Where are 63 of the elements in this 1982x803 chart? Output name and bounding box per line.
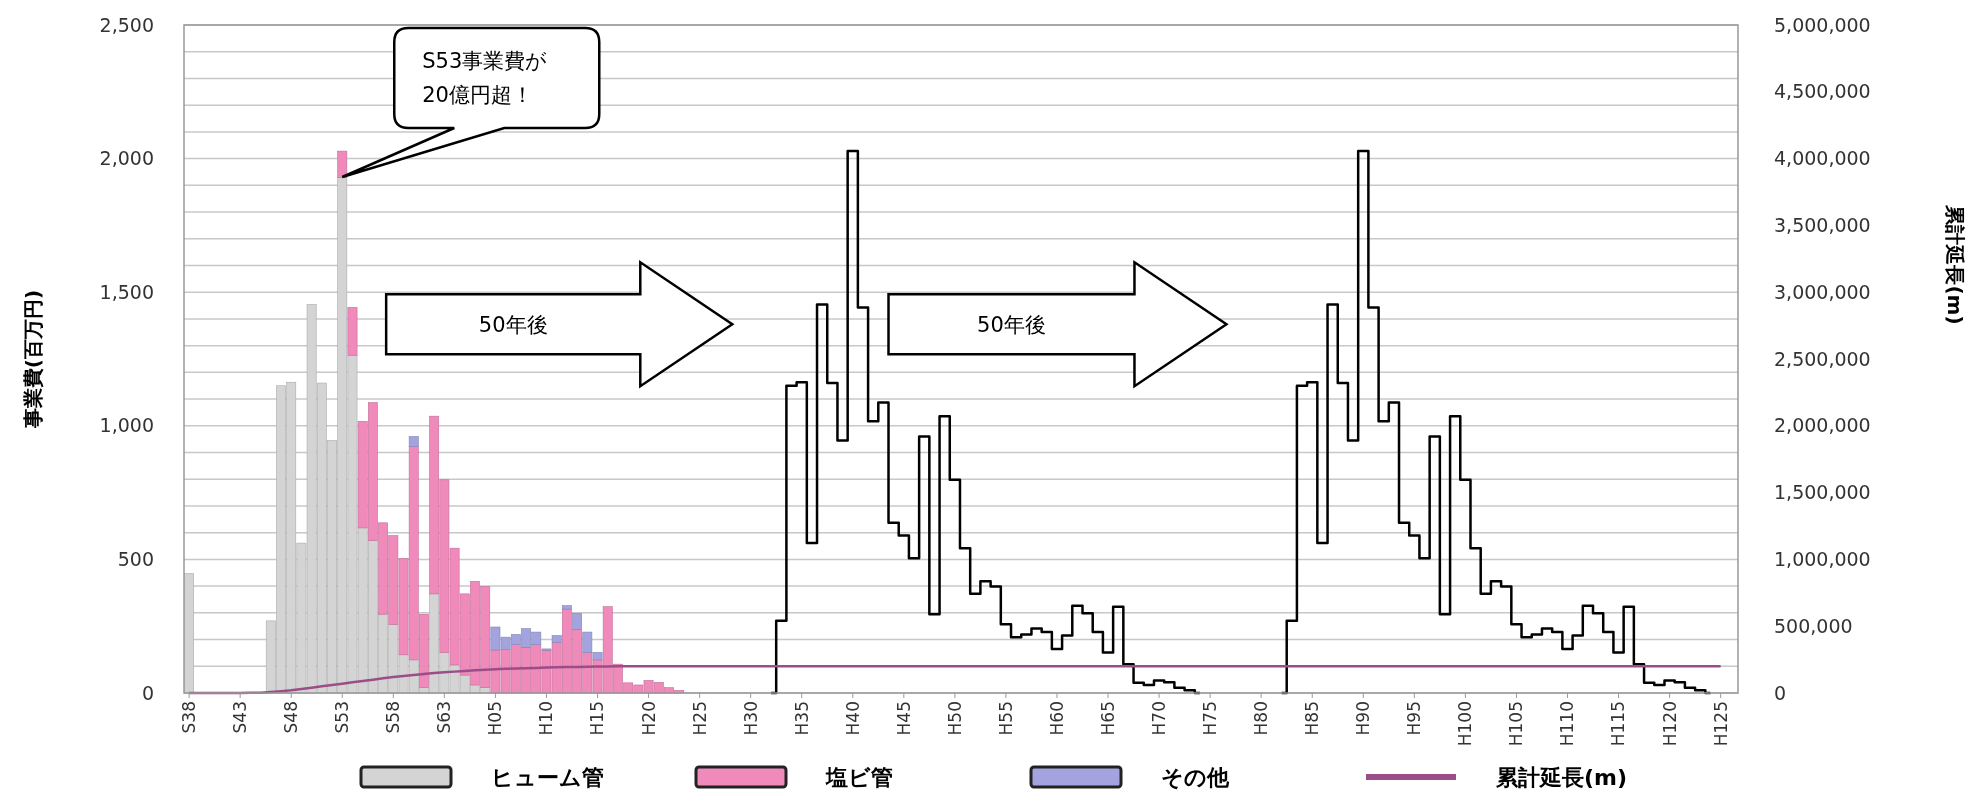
x-tick-label: H35 bbox=[791, 701, 812, 736]
y-axis-title: 事業費(百万円) bbox=[21, 289, 45, 430]
annotation: 50年後 bbox=[478, 312, 548, 337]
y-tick-label: 1,000 bbox=[99, 414, 154, 437]
x-tick-label: H100 bbox=[1455, 701, 1476, 747]
x-tick-label: S53 bbox=[332, 701, 353, 734]
x-tick-label: S43 bbox=[230, 701, 251, 734]
x-tick-label: H125 bbox=[1710, 701, 1731, 747]
x-tick-label: H70 bbox=[1149, 701, 1170, 736]
legend-label: その他 bbox=[1161, 764, 1230, 790]
x-tick-label: H05 bbox=[485, 701, 506, 736]
y-tick-label: 2,000 bbox=[99, 147, 154, 170]
x-tick-label: H10 bbox=[536, 701, 557, 736]
legend-label: 累計延長(m) bbox=[1495, 764, 1628, 790]
x-tick-label: H105 bbox=[1506, 701, 1527, 747]
y2-tick-label: 2,500,000 bbox=[1774, 347, 1871, 370]
annotation: 50年後 bbox=[977, 312, 1046, 337]
bar bbox=[572, 613, 582, 630]
x-tick-label: H15 bbox=[587, 701, 608, 736]
y2-tick-label: 2,000,000 bbox=[1774, 414, 1871, 437]
y2-tick-label: 3,500,000 bbox=[1774, 214, 1871, 237]
y2-tick-label: 4,500,000 bbox=[1774, 80, 1871, 103]
y2-tick-label: 0 bbox=[1774, 681, 1787, 704]
x-tick-label: H65 bbox=[1097, 701, 1118, 736]
y2-tick-label: 1,000,000 bbox=[1774, 548, 1871, 571]
x-tick-label: H75 bbox=[1200, 701, 1221, 736]
y2-tick-label: 4,000,000 bbox=[1774, 147, 1871, 170]
y-tick-label: 500 bbox=[117, 548, 154, 571]
bar bbox=[408, 436, 419, 447]
bar bbox=[337, 150, 348, 178]
bar bbox=[347, 307, 358, 356]
x-tick-label: H60 bbox=[1046, 701, 1067, 736]
bar bbox=[551, 635, 562, 643]
x-tick-label: H30 bbox=[740, 701, 761, 736]
x-tick-label: H90 bbox=[1353, 701, 1374, 736]
x-tick-label: H85 bbox=[1302, 701, 1323, 736]
x-tick-label: S58 bbox=[383, 701, 404, 734]
y2-axis-title: 累計延長(m) bbox=[1943, 204, 1967, 325]
bar bbox=[561, 605, 572, 610]
x-tick-label: H45 bbox=[893, 701, 914, 736]
x-tick-label: H80 bbox=[1251, 701, 1272, 736]
x-tick-label: H25 bbox=[689, 701, 710, 736]
x-tick-label: S38 bbox=[179, 701, 200, 734]
x-tick-label: S63 bbox=[434, 701, 455, 734]
legend-label: ヒューム管 bbox=[491, 764, 604, 790]
legend-label: 塩ビ管 bbox=[825, 764, 893, 790]
x-tick-label: H95 bbox=[1404, 701, 1425, 736]
y2-tick-label: 5,000,000 bbox=[1774, 13, 1871, 36]
x-tick-label: H55 bbox=[995, 701, 1016, 736]
y2-tick-label: 500,000 bbox=[1774, 614, 1853, 637]
y-tick-label: 1,500 bbox=[99, 280, 154, 303]
y-tick-label: 2,500 bbox=[99, 13, 154, 36]
y2-tick-label: 1,500,000 bbox=[1774, 481, 1871, 504]
y2-tick-label: 3,000,000 bbox=[1774, 280, 1871, 303]
x-tick-label: H50 bbox=[944, 701, 965, 736]
x-tick-label: S48 bbox=[281, 701, 302, 734]
x-tick-label: H115 bbox=[1608, 701, 1629, 747]
y-tick-label: 0 bbox=[141, 681, 154, 704]
x-tick-label: H120 bbox=[1659, 701, 1680, 747]
annotation: S53事業費が 20億円超！ bbox=[422, 49, 548, 107]
x-tick-label: H20 bbox=[638, 701, 659, 736]
x-tick-label: H110 bbox=[1557, 701, 1578, 747]
x-tick-label: H40 bbox=[842, 701, 863, 736]
